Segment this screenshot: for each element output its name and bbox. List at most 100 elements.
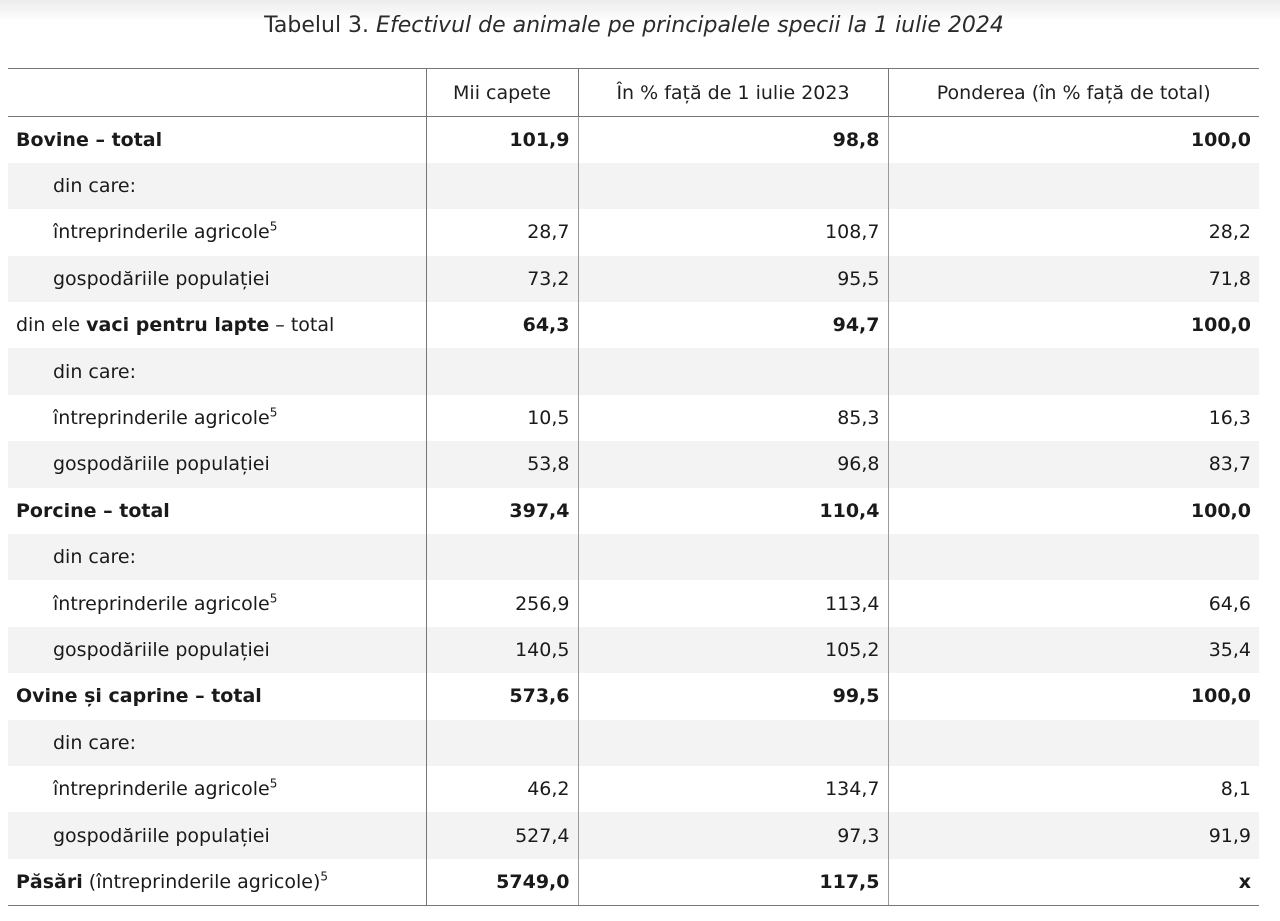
table-header: Mii capete În % față de 1 iulie 2023 Pon… <box>8 68 1259 117</box>
table-row: întreprinderile agricole5 28,7 108,7 28,2 <box>8 209 1259 256</box>
caption-prefix: Tabelul 3. <box>264 13 370 38</box>
cell-thousand-heads: 28,7 <box>426 209 579 256</box>
row-label-suffix: (întreprinderile agricole) <box>82 870 321 893</box>
row-label: Păsări (întreprinderile agricole)5 <box>8 858 427 906</box>
cell-share: 100,0 <box>1190 128 1251 151</box>
cell-percent-vs-2023: 97,3 <box>578 812 889 859</box>
row-label-bold: Păsări <box>16 870 83 893</box>
row-label: întreprinderile agricole5 <box>8 394 427 442</box>
row-label-text: întreprinderile agricole <box>53 778 270 801</box>
header-cell-share: Ponderea (în % față de total) <box>887 68 1259 117</box>
row-label: gospodăriile populației <box>8 441 427 488</box>
row-label: Porcine – total <box>8 487 427 535</box>
row-label: gospodăriile populației <box>8 626 427 674</box>
table-row: întreprinderile agricole5 46,2 134,7 8,1 <box>8 765 1259 813</box>
footnote-marker: 5 <box>269 776 278 791</box>
row-label: din care: <box>8 348 427 395</box>
row-label-bold: Porcine – total <box>16 499 170 522</box>
row-label-text: din ele <box>16 314 87 337</box>
cell-percent-vs-2023 <box>578 348 889 395</box>
cell-percent-vs-2023: 105,2 <box>578 626 889 674</box>
table-row: gospodăriile populației 140,5 105,2 35,4 <box>8 626 1259 674</box>
table-row: întreprinderile agricole5 256,9 113,4 64,6 <box>8 580 1259 627</box>
cell-share <box>888 534 1259 581</box>
table-row: întreprinderile agricole5 10,5 85,3 16,3 <box>8 394 1259 442</box>
cell-share: 100,0 <box>1190 685 1251 708</box>
cell-percent-vs-2023: 99,5 <box>578 673 889 720</box>
cell-thousand-heads <box>426 719 579 766</box>
table-row: din care: <box>8 348 1259 395</box>
cell-percent-vs-2023: 117,5 <box>578 858 889 906</box>
cell-percent-vs-2023: 134,7 <box>578 765 889 813</box>
table-row: Păsări (întreprinderile agricole)5 5749,0… <box>8 858 1259 906</box>
row-label: gospodăriile populației <box>8 812 427 859</box>
header-cell-percent-vs-2023: În % față de 1 iulie 2023 <box>577 68 888 117</box>
row-label: Bovine – total <box>8 116 427 163</box>
cell-thousand-heads: 73,2 <box>426 255 579 303</box>
cell-share: 100,0 <box>1190 314 1251 337</box>
row-label-text: din care: <box>53 546 136 569</box>
cell-percent-vs-2023: 95,5 <box>578 255 889 303</box>
cell-thousand-heads: 573,6 <box>426 673 579 720</box>
cell-percent-vs-2023: 96,8 <box>578 441 889 488</box>
table-row: gospodăriile populației 53,8 96,8 83,7 <box>8 441 1259 488</box>
table-caption: Tabelul 3. Efectivul de animale pe princ… <box>0 11 1268 41</box>
cell-percent-vs-2023: 85,3 <box>578 394 889 442</box>
table-row: Ovine și caprine – total 573,6 99,5 100,0 <box>8 673 1259 720</box>
row-label-text: întreprinderile agricole <box>53 592 270 615</box>
row-label-text: întreprinderile agricole <box>53 221 270 244</box>
row-label: din care: <box>8 534 427 581</box>
row-label-text: gospodăriile populației <box>53 267 270 290</box>
cell-thousand-heads: 101,9 <box>426 116 579 163</box>
cell-share <box>888 162 1259 210</box>
cell-percent-vs-2023 <box>578 162 889 210</box>
row-label-bold: Ovine și caprine – total <box>16 685 262 708</box>
cell-share: x <box>888 858 1259 906</box>
header-cell-thousand-heads: Mii capete <box>425 68 578 117</box>
cell-percent-vs-2023: 94,7 <box>578 302 889 349</box>
row-label-text: din care: <box>53 731 136 754</box>
cell-share: 16,3 <box>1208 407 1251 430</box>
cell-percent-vs-2023 <box>578 534 889 581</box>
table-row: Bovine – total 101,9 98,8 100,0 <box>8 116 1259 163</box>
cell-share: 64,6 <box>1208 592 1251 615</box>
row-label: din ele vaci pentru lapte – total <box>8 302 427 349</box>
table-row: gospodăriile populației 527,4 97,3 91,9 <box>8 812 1259 859</box>
table-row: Porcine – total 397,4 110,4 100,0 <box>8 487 1259 535</box>
cell-percent-vs-2023: 108,7 <box>578 209 889 256</box>
header-row: Mii capete În % față de 1 iulie 2023 Pon… <box>8 68 1259 117</box>
cell-share: 8,1 <box>1220 778 1251 801</box>
cell-thousand-heads <box>426 162 579 210</box>
table-row: din ele vaci pentru lapte – total 64,3 94,… <box>8 302 1259 349</box>
cell-share: 28,2 <box>1208 221 1251 244</box>
row-label-text: gospodăriile populației <box>53 638 270 661</box>
cell-share: 91,9 <box>888 812 1259 859</box>
cell-thousand-heads: 46,2 <box>426 765 579 813</box>
footnote-marker: 5 <box>269 591 278 606</box>
row-label: întreprinderile agricole5 <box>8 580 427 627</box>
cell-thousand-heads <box>426 348 579 395</box>
cell-thousand-heads <box>426 534 579 581</box>
cell-thousand-heads: 256,9 <box>426 580 579 627</box>
row-label: întreprinderile agricole5 <box>8 209 427 256</box>
row-label-text: din care: <box>53 360 136 383</box>
row-label: din care: <box>8 719 427 766</box>
row-label: Ovine și caprine – total <box>8 673 427 720</box>
footnote-marker: 5 <box>269 220 278 235</box>
footnote-marker: 5 <box>320 869 328 884</box>
footnote-marker: 5 <box>269 405 278 420</box>
table-row: din care: <box>8 719 1259 766</box>
table-row: din care: <box>8 162 1259 210</box>
cell-percent-vs-2023: 98,8 <box>578 116 889 163</box>
table-body: Bovine – total 101,9 98,8 100,0 din care: înt… <box>8 116 1259 906</box>
cell-percent-vs-2023: 110,4 <box>578 487 889 535</box>
cell-share: 83,7 <box>888 441 1259 488</box>
header-cell-label <box>8 68 426 117</box>
cell-share: 100,0 <box>1190 499 1251 522</box>
page-top-shade <box>0 0 1280 22</box>
cell-thousand-heads: 53,8 <box>426 441 579 488</box>
cell-thousand-heads: 397,4 <box>426 487 579 535</box>
row-label-text: întreprinderile agricole <box>53 407 270 430</box>
row-label-bold: Bovine – total <box>16 128 163 151</box>
cell-share <box>888 719 1259 766</box>
